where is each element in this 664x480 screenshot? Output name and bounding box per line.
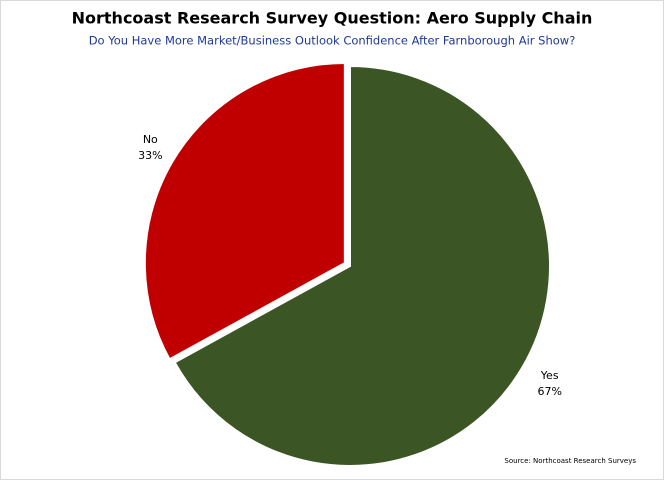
slice-label: No [143, 133, 158, 146]
slice-value-label: 67% [537, 385, 561, 398]
chart-subtitle: Do You Have More Market/Business Outlook… [89, 34, 576, 48]
pie-slice [143, 61, 346, 361]
slice-value-label: 33% [138, 149, 162, 162]
chart-title: Northcoast Research Survey Question: Aer… [72, 9, 593, 28]
pie-slice [173, 64, 551, 467]
source-note: Source: Northcoast Research Surveys [504, 457, 636, 465]
slice-label: Yes [540, 369, 559, 382]
